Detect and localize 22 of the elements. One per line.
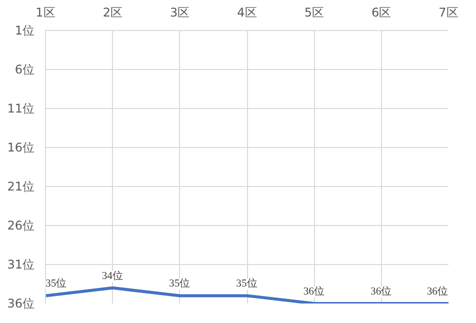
data-label: 35位 <box>46 278 68 290</box>
data-label: 34位 <box>102 270 124 282</box>
x-tick-label: 2区 <box>102 6 122 20</box>
x-tick-label: 5区 <box>304 6 324 20</box>
x-tick-label: 1区 <box>36 6 56 20</box>
y-tick-label: 16位 <box>7 140 35 154</box>
data-label: 35位 <box>169 278 191 290</box>
y-tick-label: 11位 <box>7 102 35 116</box>
x-tick-label: 6区 <box>372 6 392 20</box>
y-tick-label: 26位 <box>7 218 35 232</box>
data-label: 36位 <box>426 286 448 298</box>
y-tick-label: 21位 <box>7 180 35 194</box>
data-label: 36位 <box>370 286 392 298</box>
data-label: 36位 <box>303 286 325 298</box>
y-tick-label: 31位 <box>7 258 35 272</box>
y-tick-label: 1位 <box>14 24 35 38</box>
y-tick-label: 36位 <box>7 296 35 310</box>
x-tick-label: 3区 <box>170 6 190 20</box>
data-label: 35位 <box>236 278 258 290</box>
x-tick-label: 7区 <box>438 6 458 20</box>
y-tick-label: 6位 <box>14 62 35 76</box>
x-tick-label: 4区 <box>237 6 257 20</box>
